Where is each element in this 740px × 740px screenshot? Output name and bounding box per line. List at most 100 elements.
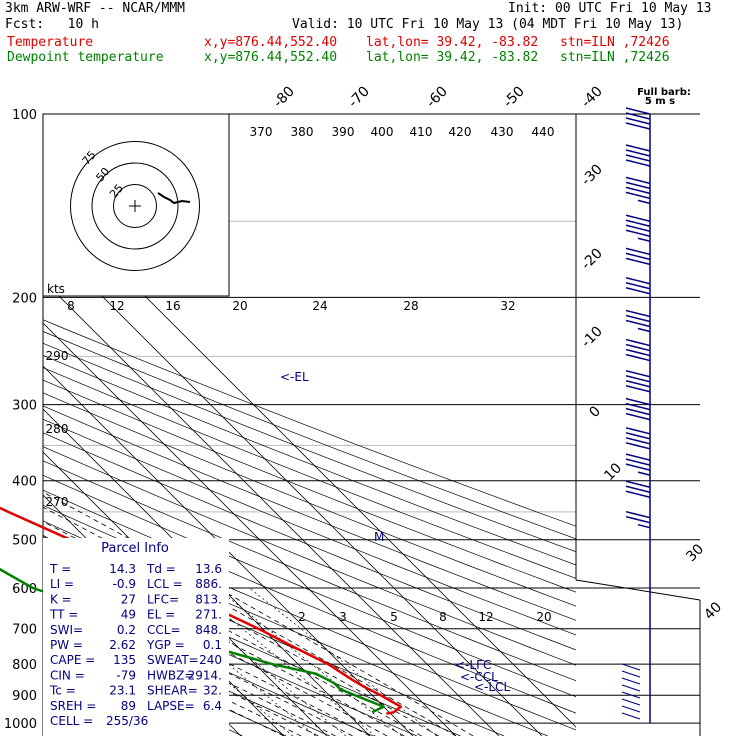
parcel-info-key: HWBZ=: [147, 668, 194, 682]
mixing-ratio-label: 28: [403, 299, 418, 313]
lfc-marker: <-LFC: [455, 658, 491, 672]
parcel-info-value: 13.6: [195, 562, 222, 576]
surface-barb: [621, 691, 641, 699]
isotherm: [43, 279, 500, 736]
parcel-info-value: 14.3: [109, 562, 136, 576]
mixing-ratio-line: [135, 587, 316, 736]
surface-barb: [621, 670, 641, 678]
moist-adiabat: [43, 601, 319, 736]
m-marker: M: [374, 530, 384, 544]
parcel-info-box: [43, 538, 229, 736]
pressure-label-700: 700: [12, 623, 37, 638]
mixing-ratio-label: 8: [439, 610, 447, 624]
dry-adiabat: [43, 367, 576, 579]
theta-label: 390: [332, 125, 355, 139]
parcel-info-value: 32.: [203, 684, 222, 698]
wind-barb: [625, 427, 651, 450]
theta-label: 280: [46, 422, 69, 436]
parcel-info-key: CAPE =: [50, 653, 95, 667]
lcl-marker: <-LCL: [474, 680, 510, 694]
pressure-label-200: 200: [12, 291, 37, 306]
parcel-info-key: SREH =: [50, 699, 96, 713]
el-marker: <-EL: [280, 370, 309, 384]
theta-label: 430: [491, 125, 514, 139]
mixing-ratio-label: 12: [109, 299, 124, 313]
theta-label: 270: [46, 495, 69, 509]
dry-adiabat: [43, 342, 576, 553]
temperature-xy: x,y=876.44,552.40: [204, 35, 338, 50]
temperature-station: stn=ILN ,72426: [560, 35, 670, 50]
parcel-info-value: 255/36: [106, 714, 148, 728]
wind-barb: [625, 214, 651, 242]
theta-label: 290: [46, 349, 69, 363]
mixing-ratio-label: 20: [232, 299, 247, 313]
mixing-ratio-line: [216, 587, 403, 736]
parcel-info-key: TT =: [49, 608, 78, 622]
parcel-info-value: -0.9: [113, 577, 136, 591]
isotherm-label: -70: [345, 83, 372, 110]
forecast-hour: Fcst: 10 h: [5, 17, 99, 32]
pressure-label-400: 400: [12, 475, 37, 490]
parcel-info-key: SWI=: [50, 623, 83, 637]
ccl-marker: <-CCL: [460, 670, 498, 684]
wind-barb: [625, 277, 651, 295]
temperature-legend: Temperature: [7, 35, 94, 50]
wind-barb: [625, 176, 651, 205]
right-axis-slant: [575, 579, 701, 601]
parcel-info-key: CCL=: [147, 623, 181, 637]
parcel-info-key: K =: [50, 592, 72, 606]
parcel-info-title: Parcel Info: [101, 541, 169, 556]
surface-barb: [621, 663, 641, 671]
parcel-info-value: 0.1: [203, 638, 222, 652]
wind-barb: [625, 338, 651, 362]
isotherm-label: -30: [578, 161, 605, 188]
parcel-info-key: EL =: [147, 608, 175, 622]
dry-adiabat: [43, 405, 576, 621]
hodograph-ring: [113, 184, 157, 228]
dry-adiabat: [43, 432, 576, 651]
theta-label: 440: [532, 125, 555, 139]
theta-label: 420: [449, 125, 472, 139]
dry-adiabat: [43, 489, 576, 714]
parcel-info-value: 6.4: [203, 699, 222, 713]
mixing-ratio-label: 3: [339, 610, 347, 624]
dry-adiabat: [43, 354, 576, 566]
mixing-ratio-label: 20: [536, 610, 551, 624]
hodograph-ring: [91, 162, 179, 250]
parcel-info-value: 27: [121, 592, 136, 606]
parcel-info-key: LI =: [50, 577, 74, 591]
parcel-info-value: 848.: [195, 623, 222, 637]
theta-label: 370: [250, 125, 273, 139]
parcel-info-value: 0.2: [117, 623, 136, 637]
hodograph-box: [42, 113, 230, 297]
mixing-ratio-label: 2: [298, 610, 306, 624]
wind-barb: [625, 510, 651, 529]
surface-barb: [621, 705, 641, 713]
parcel-info-key: LCL =: [147, 577, 183, 591]
hodograph-trace: [157, 192, 191, 205]
parcel-info-key: CELL =: [50, 714, 93, 728]
barb-key-unit: 5 m s: [645, 96, 675, 107]
dry-adiabat: [43, 379, 576, 593]
parcel-info-value: 271.: [195, 608, 222, 622]
parcel-info-key: PW =: [50, 638, 83, 652]
mixing-ratio-label: 5: [390, 610, 398, 624]
temperature-trace: [0, 506, 403, 715]
isotherm: [0, 114, 26, 736]
parcel-info-value: 2.62: [109, 638, 136, 652]
wind-barb: [625, 247, 651, 266]
dewpoint-legend: Dewpoint temperature: [7, 50, 164, 65]
dry-adiabat: [43, 586, 374, 736]
dry-adiabat: [43, 460, 576, 682]
isotherm-label: -50: [500, 83, 527, 110]
theta-label: 400: [371, 125, 394, 139]
parcel-info-key: T =: [49, 562, 71, 576]
dry-adiabat: [43, 331, 576, 540]
pressure-label-300: 300: [12, 399, 37, 414]
pressure-label-100: 100: [12, 108, 37, 123]
wind-barb: [625, 107, 651, 130]
mixing-ratio-label: 12: [478, 610, 493, 624]
mixing-ratio-label: 8: [67, 299, 75, 313]
